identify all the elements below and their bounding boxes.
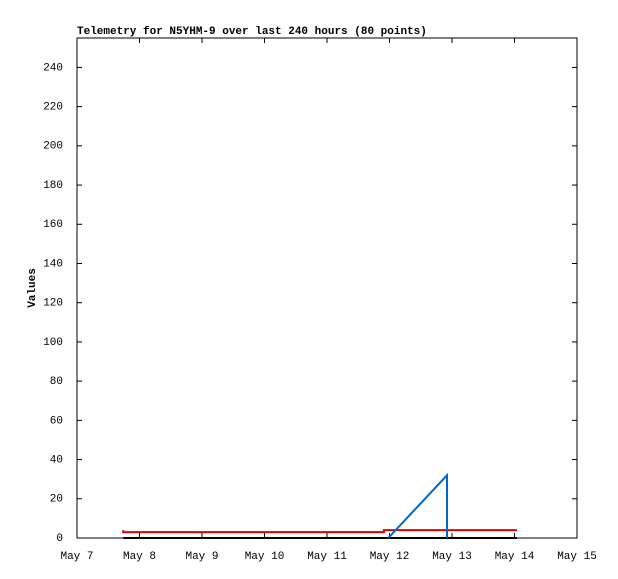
- x-tick-label: May 11: [307, 551, 347, 563]
- y-tick-label: 40: [50, 454, 63, 466]
- x-tick-label: May 13: [432, 551, 472, 563]
- y-tick-label: 180: [43, 180, 63, 192]
- x-tick-label: May 8: [123, 551, 156, 563]
- x-tick-label: May 9: [185, 551, 218, 563]
- y-tick-label: 100: [43, 337, 63, 349]
- y-tick-label: 120: [43, 298, 63, 310]
- y-tick-label: 200: [43, 141, 63, 153]
- y-tick-label: 220: [43, 102, 63, 114]
- chart-title: Telemetry for N5YHM-9 over last 240 hour…: [77, 26, 427, 38]
- y-tick-label: 140: [43, 258, 63, 270]
- series-line: [387, 472, 448, 539]
- x-tick-label: May 7: [60, 551, 93, 563]
- y-tick-label: 160: [43, 219, 63, 231]
- y-tick-label: 0: [56, 533, 63, 545]
- x-tick-label: May 15: [557, 551, 597, 563]
- y-tick-label: 80: [50, 376, 63, 388]
- x-tick-label: May 12: [370, 551, 410, 563]
- x-tick-label: May 10: [245, 551, 285, 563]
- y-tick-label: 240: [43, 62, 63, 74]
- x-tick-label: May 14: [495, 551, 535, 563]
- series-line: [122, 529, 517, 534]
- y-tick-label: 20: [50, 494, 63, 506]
- y-axis-label: Values: [27, 268, 39, 308]
- y-tick-label: 60: [50, 415, 63, 427]
